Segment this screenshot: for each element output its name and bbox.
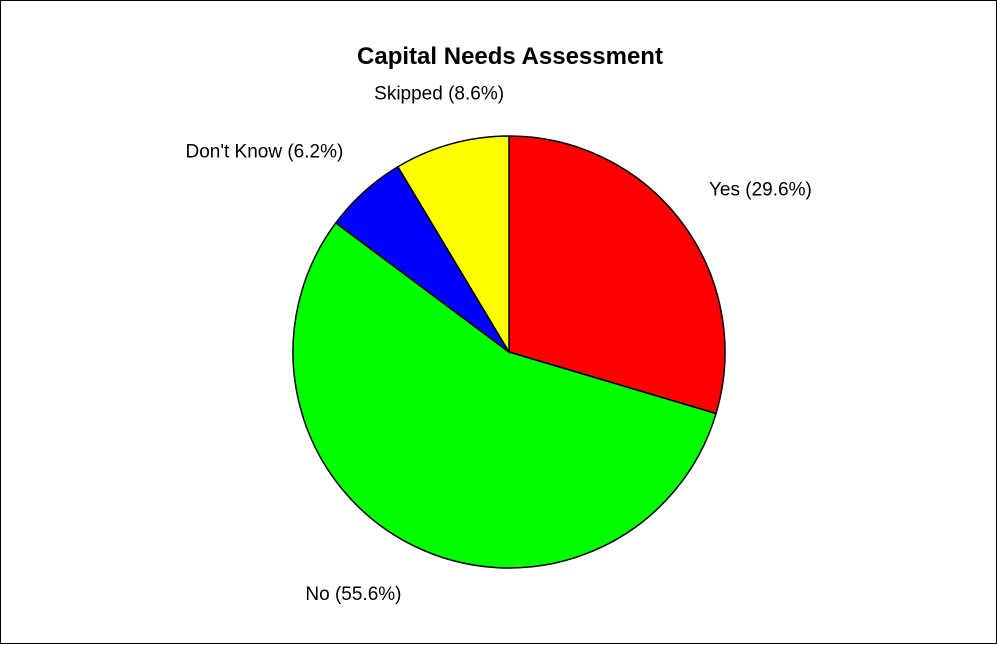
pie-slice-yes [508,135,726,415]
pie-slices [292,135,726,569]
chart-title: Capital Needs Assessment [357,43,663,70]
pie-slice-skipped [397,135,510,353]
pie-labels: Yes (29.6%) No (55.6%) Don't Know (6.2%) Sk… [185,84,811,606]
pie-label-yes: Yes (29.6%) [709,179,812,200]
pie-label-no: No (55.6%) [305,584,401,605]
pie-label-don-t-know: Don't Know (6.2%) [185,142,343,163]
pie-label-skipped: Skipped (8.6%) [374,84,504,105]
pie-slice-no [292,222,717,569]
